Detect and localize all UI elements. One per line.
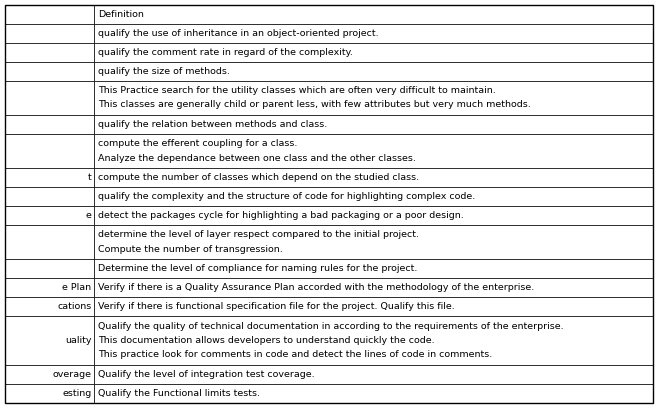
Bar [5, 115, 95, 134]
Bar [95, 365, 653, 384]
Text: Analyze the dependance between one class and the other classes.: Analyze the dependance between one class… [99, 153, 417, 162]
Text: compute the number of classes which depend on the studied class.: compute the number of classes which depe… [99, 173, 420, 182]
Bar [95, 62, 653, 81]
Bar [95, 5, 653, 24]
Bar [5, 225, 95, 259]
Bar [95, 316, 653, 365]
Bar [5, 187, 95, 206]
Bar [5, 134, 95, 168]
Text: This classes are generally child or parent less, with few attributes but very mu: This classes are generally child or pare… [99, 100, 531, 109]
Text: determine the level of layer respect compared to the initial project.: determine the level of layer respect com… [99, 230, 419, 239]
Text: Qualify the quality of technical documentation in according to the requirements : Qualify the quality of technical documen… [99, 322, 564, 331]
Bar [95, 278, 653, 297]
Bar [95, 134, 653, 168]
Text: This Practice search for the utility classes which are often very difficult to m: This Practice search for the utility cla… [99, 86, 496, 95]
Text: e Plan: e Plan [63, 283, 91, 292]
Text: This practice look for comments in code and detect the lines of code in comments: This practice look for comments in code … [99, 350, 493, 359]
Bar [95, 384, 653, 403]
Bar [95, 187, 653, 206]
Text: qualify the complexity and the structure of code for highlighting complex code.: qualify the complexity and the structure… [99, 192, 476, 201]
Bar [5, 297, 95, 316]
Bar [95, 115, 653, 134]
Bar [5, 5, 95, 24]
Text: Verify if there is functional specification file for the project. Qualify this f: Verify if there is functional specificat… [99, 302, 455, 311]
Text: Definition: Definition [99, 10, 144, 19]
Bar [5, 278, 95, 297]
Bar [95, 81, 653, 115]
Text: Compute the number of transgression.: Compute the number of transgression. [99, 244, 283, 253]
Text: qualify the relation between methods and class.: qualify the relation between methods and… [99, 120, 328, 129]
Text: qualify the use of inheritance in an object-oriented project.: qualify the use of inheritance in an obj… [99, 29, 379, 38]
Text: Qualify the Functional limits tests.: Qualify the Functional limits tests. [99, 389, 261, 398]
Text: Determine the level of compliance for naming rules for the project.: Determine the level of compliance for na… [99, 264, 418, 273]
Bar [5, 81, 95, 115]
Text: qualify the size of methods.: qualify the size of methods. [99, 67, 230, 76]
Bar [5, 62, 95, 81]
Text: esting: esting [62, 389, 91, 398]
Text: Verify if there is a Quality Assurance Plan accorded with the methodology of the: Verify if there is a Quality Assurance P… [99, 283, 535, 292]
Bar [5, 384, 95, 403]
Text: cations: cations [57, 302, 91, 311]
Text: compute the efferent coupling for a class.: compute the efferent coupling for a clas… [99, 139, 298, 148]
Bar [95, 225, 653, 259]
Bar [95, 168, 653, 187]
Text: This documentation allows developers to understand quickly the code.: This documentation allows developers to … [99, 336, 435, 345]
Text: qualify the comment rate in regard of the complexity.: qualify the comment rate in regard of th… [99, 48, 353, 57]
Bar [95, 43, 653, 62]
Bar [5, 259, 95, 278]
Bar [5, 24, 95, 43]
Text: overage: overage [53, 370, 91, 379]
Bar [5, 43, 95, 62]
Text: t: t [88, 173, 91, 182]
Text: Qualify the level of integration test coverage.: Qualify the level of integration test co… [99, 370, 315, 379]
Bar [95, 24, 653, 43]
Bar [5, 316, 95, 365]
Bar [5, 365, 95, 384]
Text: detect the packages cycle for highlighting a bad packaging or a poor design.: detect the packages cycle for highlighti… [99, 211, 464, 220]
Bar [95, 206, 653, 225]
Bar [95, 297, 653, 316]
Bar [5, 168, 95, 187]
Text: e: e [86, 211, 91, 220]
Text: uality: uality [65, 336, 91, 345]
Bar [5, 206, 95, 225]
Bar [95, 259, 653, 278]
